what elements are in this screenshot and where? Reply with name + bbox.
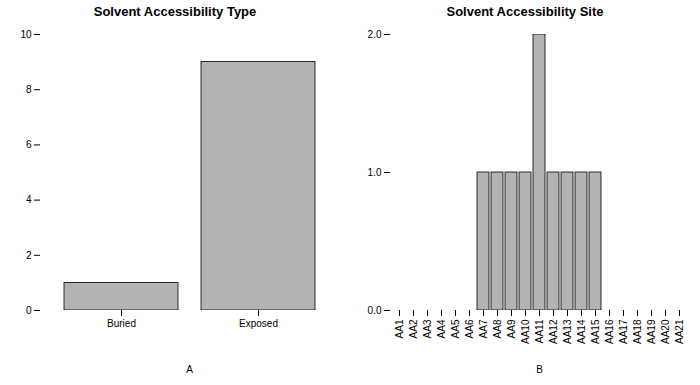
svg-text:8: 8 <box>26 84 32 95</box>
svg-text:AA4: AA4 <box>436 319 447 338</box>
html-text:Solvent Accessibility Site: Solvent Accessibility Site <box>446 4 604 19</box>
svg-text:AA10: AA10 <box>520 319 531 344</box>
svg-text:1.0: 1.0 <box>368 167 382 178</box>
svg-text:Exposed: Exposed <box>239 318 278 329</box>
svg-text:AA15: AA15 <box>590 319 601 344</box>
svg-text:AA13: AA13 <box>562 319 573 344</box>
svg-text:AA1: AA1 <box>394 319 405 338</box>
svg-text:AA2: AA2 <box>408 319 419 338</box>
svg-text:AA16: AA16 <box>604 319 615 344</box>
svg-text:AA18: AA18 <box>632 319 643 344</box>
svg-text:10: 10 <box>20 29 32 40</box>
svg-text:AA19: AA19 <box>646 319 657 344</box>
svg-text:4: 4 <box>26 194 32 205</box>
svg-text:Buried: Buried <box>107 318 136 329</box>
svg-text:0: 0 <box>26 305 32 316</box>
html-text:Solvent Accessibility Type: Solvent Accessibility Type <box>93 4 257 19</box>
svg-text:AA17: AA17 <box>618 319 629 344</box>
svg-text:2: 2 <box>26 250 32 261</box>
svg-text:AA11: AA11 <box>534 319 545 343</box>
svg-text:AA6: AA6 <box>464 319 475 338</box>
svg-text:AA5: AA5 <box>450 319 461 338</box>
svg-text:AA21: AA21 <box>674 319 685 344</box>
svg-text:AA7: AA7 <box>478 319 489 338</box>
svg-text:2.0: 2.0 <box>368 29 382 40</box>
svg-text:AA12: AA12 <box>548 319 559 344</box>
svg-text:AA14: AA14 <box>576 319 587 344</box>
svg-text:0.0: 0.0 <box>368 305 382 316</box>
svg-text:AA20: AA20 <box>660 319 671 344</box>
svg-text:AA8: AA8 <box>492 319 503 338</box>
svg-text:B: B <box>536 364 543 375</box>
svg-text:AA3: AA3 <box>422 319 433 338</box>
svg-text:6: 6 <box>26 139 32 150</box>
svg-text:A: A <box>186 364 193 375</box>
svg-text:AA9: AA9 <box>506 319 517 338</box>
